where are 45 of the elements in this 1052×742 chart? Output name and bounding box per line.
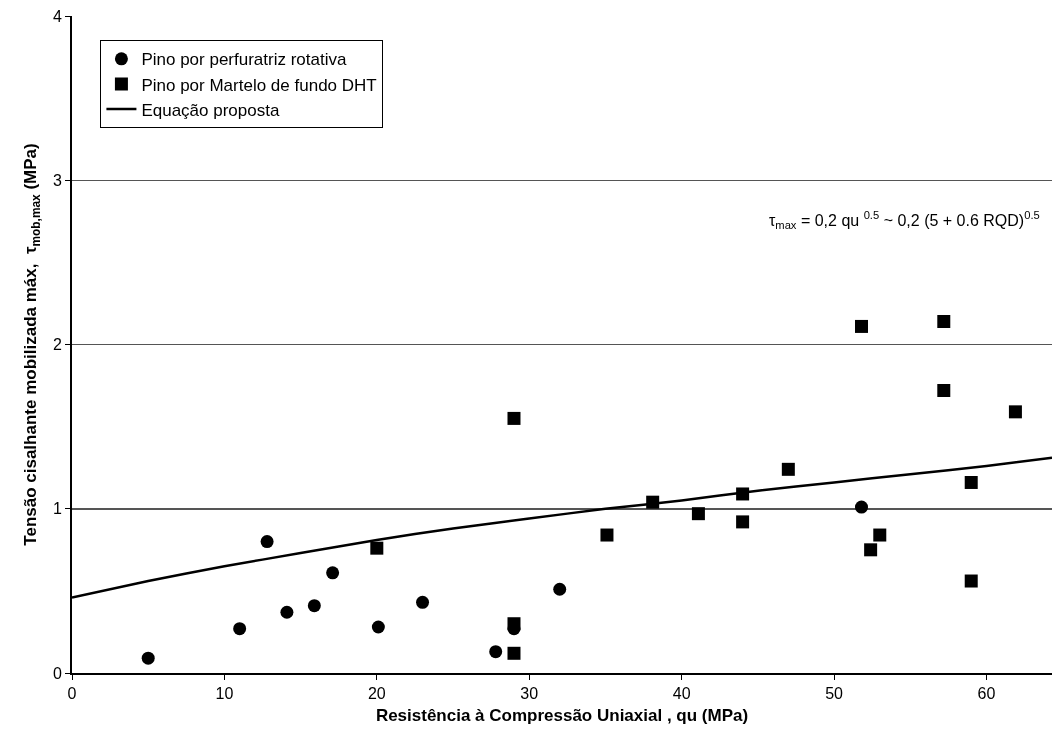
point xyxy=(964,574,978,588)
point xyxy=(736,487,750,501)
legend-label: Pino por Martelo de fundo DHT xyxy=(141,75,377,95)
point xyxy=(964,475,978,489)
point xyxy=(1008,405,1022,419)
y-tick-label: 4 xyxy=(52,7,62,25)
x-tick-label: 0 xyxy=(67,685,77,703)
point xyxy=(854,319,868,333)
point xyxy=(553,582,567,596)
point xyxy=(507,646,521,660)
x-tick-label: 40 xyxy=(672,685,691,703)
point xyxy=(873,528,887,542)
point xyxy=(307,599,321,613)
point xyxy=(280,605,294,619)
point xyxy=(233,622,247,636)
point xyxy=(489,645,503,659)
point xyxy=(507,411,521,425)
point xyxy=(937,383,951,397)
x-tick-label: 60 xyxy=(977,685,996,703)
y-tick-label: 3 xyxy=(52,171,62,189)
point xyxy=(600,528,614,542)
point xyxy=(855,500,868,514)
legend-label: Pino por perfuratriz rotativa xyxy=(141,50,347,70)
point xyxy=(736,515,750,529)
point xyxy=(646,495,660,509)
x-tick-label: 50 xyxy=(825,685,844,703)
point xyxy=(370,541,384,555)
x-axis-title: Resistência à Compressão Uniaxial , qu (MPa) xyxy=(375,706,749,726)
y-tick-label: 0 xyxy=(52,664,62,682)
point xyxy=(864,543,878,557)
x-tick-label: 20 xyxy=(367,685,386,703)
y-tick-label: 2 xyxy=(52,336,62,354)
point xyxy=(326,566,340,580)
point xyxy=(260,535,274,549)
x-tick-label: 10 xyxy=(215,685,234,703)
legend-label: Equação proposta xyxy=(141,100,280,120)
x-tick-label: 30 xyxy=(520,685,539,703)
point xyxy=(416,595,430,609)
point xyxy=(781,462,795,476)
point xyxy=(937,315,951,329)
point xyxy=(691,507,705,521)
annotation: τ$_{max}$ = 0,2 qu $^{0.5}$ ~ 0,2 (5 + 0.6 RQD)$^{0.5}$ xyxy=(769,209,1040,232)
point xyxy=(141,651,155,665)
point xyxy=(371,620,385,634)
y-tick-label: 1 xyxy=(52,500,62,518)
